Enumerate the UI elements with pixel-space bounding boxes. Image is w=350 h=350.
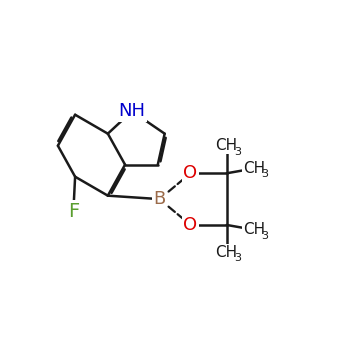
Text: CH: CH — [216, 138, 238, 153]
Text: CH: CH — [243, 161, 265, 176]
Text: O: O — [183, 164, 197, 182]
Text: 3: 3 — [261, 231, 268, 240]
Text: CH: CH — [216, 245, 238, 260]
Text: O: O — [183, 216, 197, 234]
Text: B: B — [153, 190, 166, 208]
Text: 3: 3 — [234, 253, 241, 263]
Text: CH: CH — [243, 222, 265, 237]
Text: F: F — [68, 202, 79, 220]
Text: 3: 3 — [234, 147, 241, 156]
Text: 3: 3 — [261, 169, 268, 179]
Text: NH: NH — [118, 102, 146, 120]
